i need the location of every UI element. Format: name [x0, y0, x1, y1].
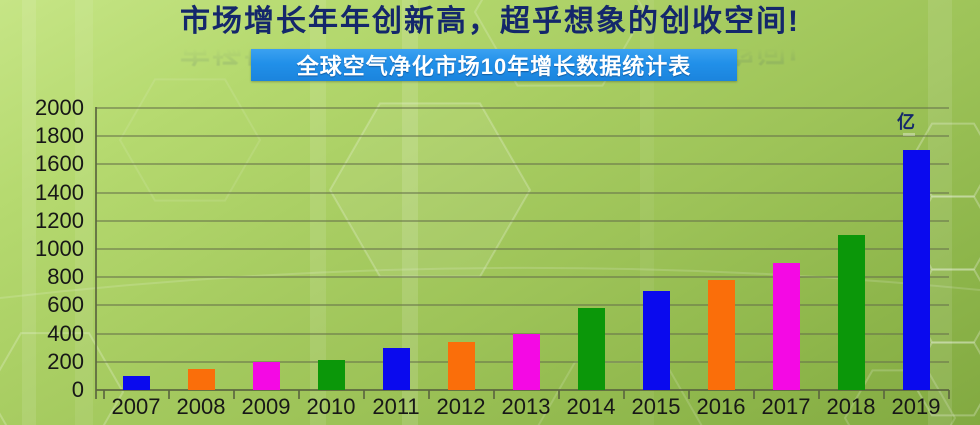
x-tick-mark	[427, 390, 430, 399]
bar	[577, 308, 605, 390]
bar	[252, 361, 280, 390]
y-tick-label: 200	[47, 348, 84, 374]
x-tick-label: 2015	[631, 394, 681, 419]
x-tick-label: 2008	[176, 394, 226, 419]
y-tick-label: 1600	[35, 151, 84, 177]
x-tick-label: 2011	[372, 394, 420, 419]
gridline	[96, 191, 949, 194]
y-tick-label: 1000	[35, 236, 84, 261]
x-tick-mark	[297, 390, 300, 399]
bar	[187, 368, 215, 390]
bar	[382, 347, 410, 390]
bar	[447, 342, 475, 390]
page-title: 市场增长年年创新高，超乎想象的创收空间!	[180, 5, 800, 38]
gridline	[96, 107, 949, 109]
y-axis-line	[95, 107, 97, 399]
y-tick-label: 800	[47, 264, 84, 290]
x-tick-label: 2013	[501, 394, 551, 419]
bar	[902, 150, 930, 390]
x-axis-line	[96, 389, 949, 391]
bar	[707, 280, 735, 390]
x-tick-mark	[362, 390, 365, 399]
y-tick-label: 2000	[35, 95, 84, 120]
x-tick-label: 2010	[306, 394, 356, 419]
x-tick-mark	[557, 390, 560, 399]
x-tick-mark	[882, 390, 885, 399]
gridline	[96, 219, 949, 222]
x-tick-label: 2017	[761, 394, 811, 419]
bar	[772, 263, 800, 390]
x-tick-mark	[622, 390, 625, 399]
unit-label: 亿	[897, 112, 915, 132]
x-tick-label: 2019	[891, 394, 941, 419]
x-tick-mark	[687, 390, 690, 399]
gridline	[96, 304, 949, 307]
x-tick-label: 2012	[436, 394, 486, 419]
bar	[642, 291, 670, 390]
x-tick-mark	[817, 390, 820, 399]
bar	[122, 375, 150, 390]
x-tick-mark	[492, 390, 495, 399]
unit-label-reflection	[903, 133, 915, 136]
y-tick-label: 1200	[35, 207, 84, 233]
x-tick-mark	[167, 390, 170, 399]
x-tick-label: 2007	[111, 394, 161, 419]
y-tick-label: 400	[47, 320, 84, 346]
y-tick-label: 1800	[35, 123, 84, 149]
gridline	[96, 163, 949, 166]
y-tick-label: 0	[71, 377, 84, 402]
x-tick-label: 2016	[696, 394, 746, 419]
x-tick-mark	[232, 390, 235, 399]
x-tick-label: 2018	[826, 394, 876, 419]
bar	[837, 234, 865, 390]
x-tick-mark	[102, 390, 105, 399]
bar	[317, 360, 345, 390]
gridline	[96, 248, 949, 250]
chart-banner: 全球空气净化市场10年增长数据统计表	[251, 49, 737, 81]
x-tick-mark	[752, 390, 755, 399]
gridline	[96, 135, 949, 138]
y-tick-label: 1400	[35, 179, 84, 205]
x-tick-label: 2009	[241, 394, 291, 419]
bar	[512, 333, 540, 390]
gridline	[96, 276, 949, 279]
y-tick-label: 600	[47, 292, 84, 318]
x-tick-label: 2014	[566, 394, 616, 419]
x-tick-mark	[947, 390, 950, 399]
chart-banner-label: 全球空气净化市场10年增长数据统计表	[296, 54, 692, 79]
